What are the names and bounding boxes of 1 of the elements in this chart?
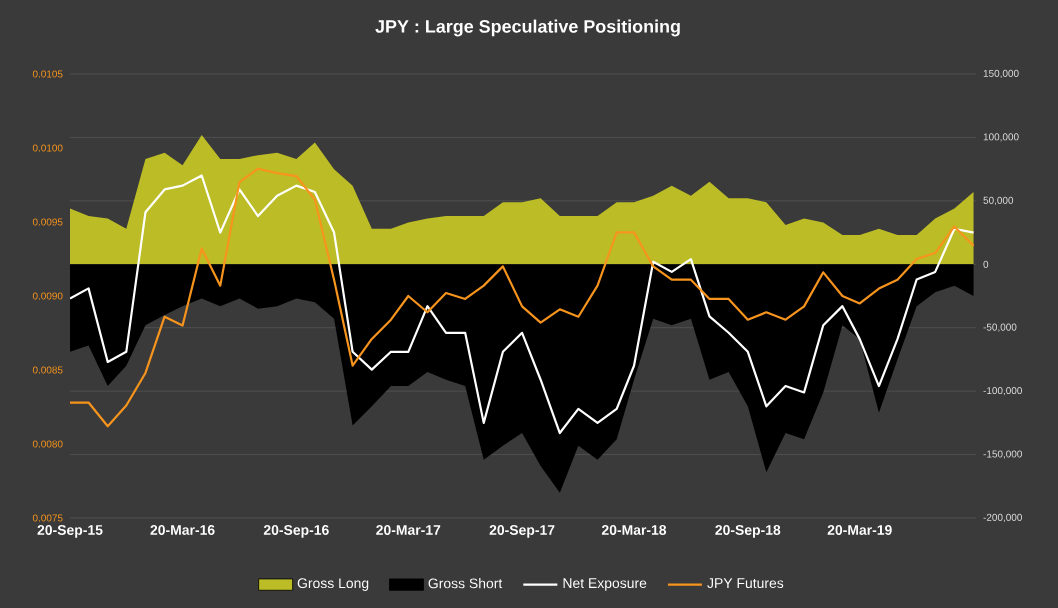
chart-title: JPY : Large Speculative Positioning <box>375 19 680 37</box>
